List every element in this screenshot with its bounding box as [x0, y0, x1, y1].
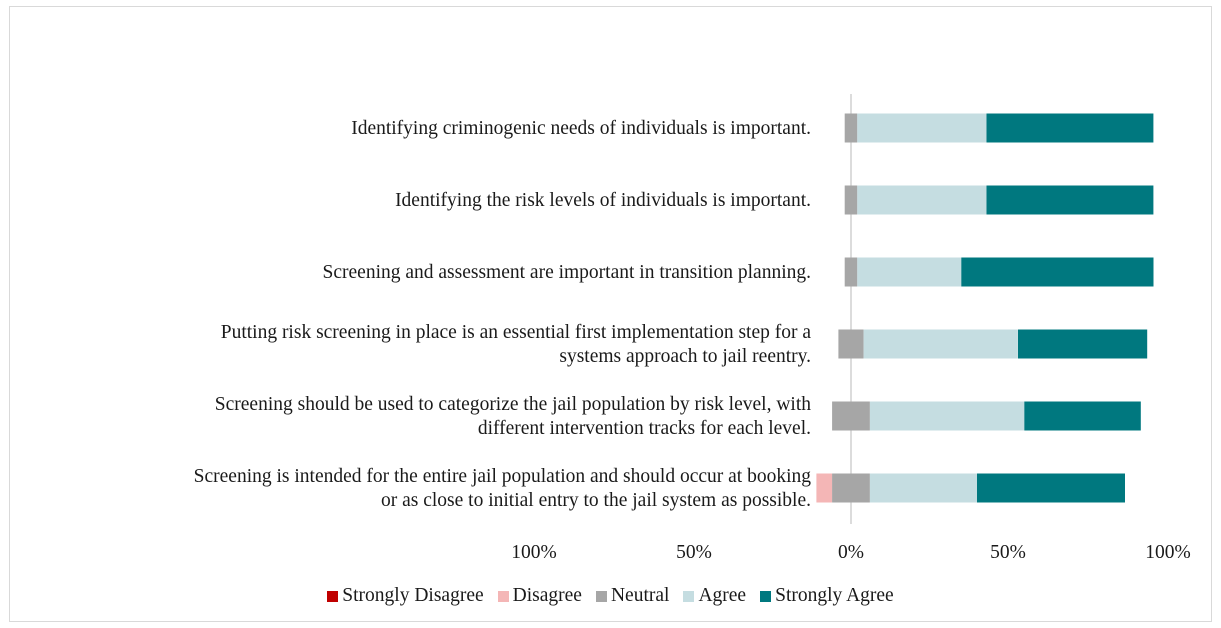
legend-swatch [595, 590, 607, 602]
legend-item-disagree: Disagree [497, 584, 582, 608]
legend-label: Neutral [610, 585, 670, 606]
x-tick-label: 50% [990, 542, 1026, 563]
category-label-line: or as close to initial entry to the jail… [380, 490, 811, 511]
category-label-line: Identifying the risk levels of individua… [395, 190, 811, 211]
category-label-2: Identifying the risk levels of individua… [0, 189, 811, 213]
x-tick-label: 0% [838, 542, 864, 563]
chart-frame [9, 6, 1212, 622]
legend-item-neutral: Neutral [595, 584, 670, 608]
legend-swatch [327, 590, 339, 602]
category-label-3: Screening and assessment are important i… [0, 261, 811, 285]
legend: Strongly Disagree Disagree Neutral Agree Str… [0, 584, 1221, 608]
x-tick-label: 50% [676, 542, 712, 563]
bar-strongly-agree-4 [1018, 329, 1148, 359]
category-label-line: systems approach to jail reentry. [559, 346, 811, 367]
bar-neutral-4 [838, 329, 864, 359]
bar-neutral-3 [844, 257, 858, 287]
bar-neutral-5 [832, 401, 870, 431]
x-tick-label: 100% [1145, 542, 1191, 563]
bar-neutral-6 [832, 473, 870, 503]
legend-label: Agree [698, 585, 747, 606]
legend-item-agree: Agree [683, 584, 746, 608]
bar-agree-4 [863, 329, 1018, 359]
legend-label: Strongly Agree [775, 585, 894, 606]
bar-neutral-1 [844, 113, 858, 143]
bar-strongly-agree-3 [961, 257, 1154, 287]
legend-label: Strongly Disagree [342, 585, 484, 606]
legend-swatch [683, 590, 695, 602]
category-label-6: Screening is intended for the entire jai… [0, 465, 811, 513]
bar-agree-2 [857, 185, 987, 215]
category-label-line: Screening should be used to categorize t… [214, 394, 811, 415]
category-label-line: Screening is intended for the entire jai… [193, 466, 811, 487]
legend-item-strongly-disagree: Strongly Disagree [327, 584, 484, 608]
legend-swatch [497, 590, 509, 602]
legend-label: Disagree [512, 585, 582, 606]
bar-agree-5 [869, 401, 1025, 431]
category-label-4: Putting risk screening in place is an es… [0, 321, 811, 369]
category-label-line: Putting risk screening in place is an es… [220, 322, 811, 343]
bar-strongly-agree-6 [977, 473, 1125, 503]
category-label-line: different intervention tracks for each l… [477, 418, 811, 439]
bar-strongly-agree-5 [1024, 401, 1141, 431]
bar-disagree-6 [816, 473, 833, 503]
bar-agree-3 [857, 257, 962, 287]
bar-agree-1 [857, 113, 987, 143]
bar-agree-6 [869, 473, 977, 503]
bar-neutral-2 [844, 185, 858, 215]
legend-swatch [760, 590, 772, 602]
category-label-1: Identifying criminogenic needs of indivi… [0, 117, 811, 141]
category-label-5: Screening should be used to categorize t… [0, 393, 811, 441]
x-tick-label: 100% [511, 542, 557, 563]
category-label-line: Screening and assessment are important i… [322, 262, 811, 283]
bar-strongly-agree-2 [986, 185, 1154, 215]
category-label-line: Identifying criminogenic needs of indivi… [351, 118, 811, 139]
legend-item-strongly-agree: Strongly Agree [760, 584, 894, 608]
bar-strongly-agree-1 [986, 113, 1154, 143]
